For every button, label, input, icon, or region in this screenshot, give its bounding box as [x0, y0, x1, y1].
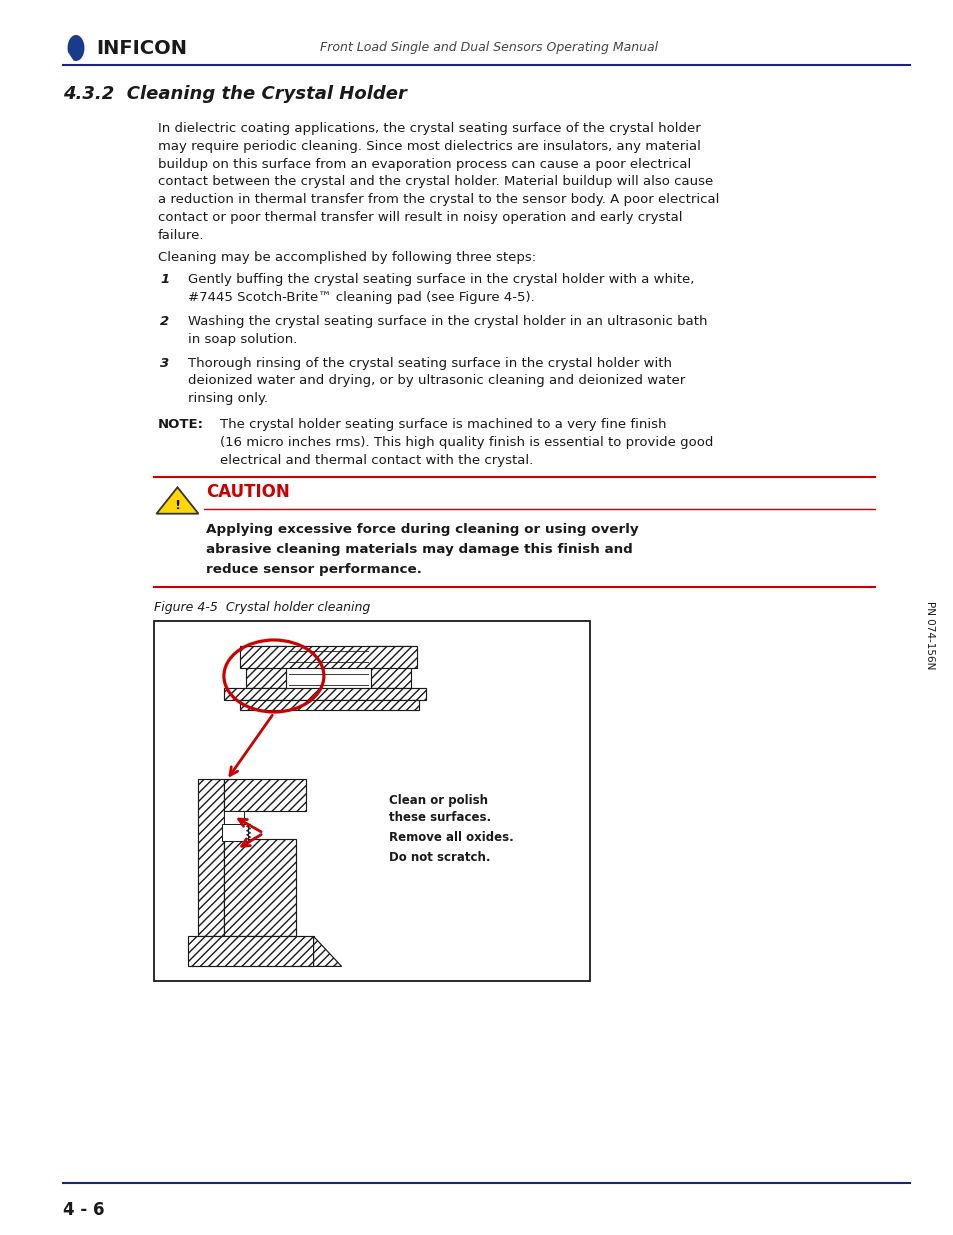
- Bar: [280, 700, 375, 708]
- Text: #7445 Scotch-Brite™ cleaning pad (see Figure 4-5).: #7445 Scotch-Brite™ cleaning pad (see Fi…: [188, 291, 535, 304]
- Text: rinsing only.: rinsing only.: [188, 393, 268, 405]
- Bar: [153, 621, 589, 981]
- Text: Remove all oxides.: Remove all oxides.: [389, 831, 514, 844]
- Polygon shape: [156, 488, 198, 514]
- Text: buildup on this surface from an evaporation process can cause a poor electrical: buildup on this surface from an evaporat…: [158, 158, 691, 170]
- Text: may require periodic cleaning. Since most dielectrics are insulators, any materi: may require periodic cleaning. Since mos…: [158, 140, 700, 153]
- Text: Thorough rinsing of the crystal seating surface in the crystal holder with: Thorough rinsing of the crystal seating …: [188, 357, 671, 369]
- Polygon shape: [68, 35, 85, 61]
- Text: The crystal holder seating surface is machined to a very fine finish: The crystal holder seating surface is ma…: [220, 417, 666, 431]
- Bar: [246, 646, 286, 688]
- Bar: [224, 688, 425, 700]
- Text: 3: 3: [160, 357, 169, 369]
- Text: Cleaning may be accomplished by following three steps:: Cleaning may be accomplished by followin…: [158, 251, 536, 263]
- Text: In dielectric coating applications, the crystal seating surface of the crystal h: In dielectric coating applications, the …: [158, 122, 700, 135]
- Text: reduce sensor performance.: reduce sensor performance.: [206, 563, 421, 576]
- Text: Washing the crystal seating surface in the crystal holder in an ultrasonic bath: Washing the crystal seating surface in t…: [188, 315, 707, 329]
- Text: CAUTION: CAUTION: [206, 483, 290, 501]
- Bar: [371, 646, 411, 688]
- Text: abrasive cleaning materials may damage this finish and: abrasive cleaning materials may damage t…: [206, 543, 632, 556]
- Text: these surfaces.: these surfaces.: [389, 810, 491, 824]
- Bar: [223, 811, 243, 824]
- Text: 4 - 6: 4 - 6: [63, 1200, 105, 1219]
- Text: contact between the crystal and the crystal holder. Material buildup will also c: contact between the crystal and the crys…: [158, 175, 713, 189]
- Text: INFICON: INFICON: [96, 38, 187, 58]
- Text: failure.: failure.: [158, 228, 204, 242]
- Bar: [223, 840, 295, 936]
- Bar: [239, 646, 416, 668]
- Bar: [221, 824, 248, 841]
- Text: deionized water and drying, or by ultrasonic cleaning and deionized water: deionized water and drying, or by ultras…: [188, 374, 684, 388]
- Text: Clean or polish: Clean or polish: [389, 794, 488, 806]
- Text: contact or poor thermal transfer will result in noisy operation and early crysta: contact or poor thermal transfer will re…: [158, 211, 681, 224]
- Text: NOTE:: NOTE:: [158, 417, 204, 431]
- Text: !: !: [174, 499, 180, 511]
- Text: in soap solution.: in soap solution.: [188, 332, 297, 346]
- Text: Do not scratch.: Do not scratch.: [389, 851, 491, 864]
- Text: PN 074-156N: PN 074-156N: [924, 600, 934, 669]
- Text: Front Load Single and Dual Sensors Operating Manual: Front Load Single and Dual Sensors Opera…: [319, 42, 658, 54]
- Text: 4.3.2  Cleaning the Crystal Holder: 4.3.2 Cleaning the Crystal Holder: [63, 85, 406, 103]
- Bar: [239, 700, 418, 710]
- Bar: [197, 779, 223, 936]
- Text: a reduction in thermal transfer from the crystal to the sensor body. A poor elec: a reduction in thermal transfer from the…: [158, 193, 719, 206]
- Text: 2: 2: [160, 315, 169, 329]
- Text: 1: 1: [160, 273, 169, 287]
- Text: Gently buffing the crystal seating surface in the crystal holder with a white,: Gently buffing the crystal seating surfa…: [188, 273, 694, 287]
- Polygon shape: [314, 936, 341, 967]
- Bar: [188, 936, 314, 967]
- Text: electrical and thermal contact with the crystal.: electrical and thermal contact with the …: [220, 453, 533, 467]
- Bar: [223, 779, 305, 811]
- Text: Applying excessive force during cleaning or using overly: Applying excessive force during cleaning…: [206, 524, 638, 536]
- Text: (16 micro inches rms). This high quality finish is essential to provide good: (16 micro inches rms). This high quality…: [220, 436, 713, 448]
- Text: Figure 4-5  Crystal holder cleaning: Figure 4-5 Crystal holder cleaning: [153, 600, 370, 614]
